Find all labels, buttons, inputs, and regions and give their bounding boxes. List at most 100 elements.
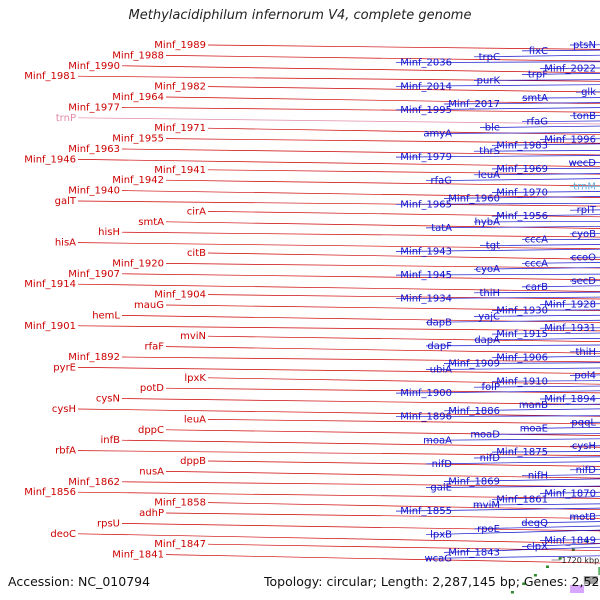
right-label-leader <box>443 408 600 412</box>
right-gene-label: pqqL <box>571 418 596 429</box>
left-label-leader <box>207 44 600 50</box>
left-gene-label: mauG <box>134 300 164 311</box>
left-label-leader <box>77 75 600 82</box>
right-gene-label: Minf_1896 <box>400 412 452 423</box>
left-label-leader <box>207 86 600 93</box>
right-label-leader <box>395 202 600 205</box>
left-label-leader <box>165 554 600 564</box>
right-label-leader <box>479 125 600 128</box>
left-gene-label: hisH <box>98 227 120 238</box>
left-label-leader <box>77 450 600 457</box>
left-gene-label: Minf_1892 <box>68 352 120 363</box>
left-label-leader <box>121 148 600 156</box>
right-label-leader <box>473 385 600 388</box>
right-label-leader <box>479 244 600 246</box>
left-gene-label: Minf_1982 <box>154 82 206 93</box>
right-gene-label: lpxB <box>430 530 452 541</box>
right-gene-label: dapB <box>426 317 452 328</box>
left-label-leader <box>77 159 600 168</box>
right-gene-label: Minf_1886 <box>448 406 500 417</box>
right-label-leader <box>521 474 600 477</box>
left-label-leader <box>165 512 600 519</box>
left-label-leader <box>165 387 600 394</box>
left-label-leader <box>121 523 600 532</box>
right-gene-label: nifD <box>480 453 501 464</box>
right-label-leader <box>425 132 600 134</box>
left-gene-label: rpsU <box>97 518 120 529</box>
left-label-leader <box>77 325 600 332</box>
right-label-leader <box>473 314 600 317</box>
right-label-leader <box>425 438 600 441</box>
gc-content-dot <box>510 591 514 594</box>
right-label-leader <box>491 214 600 217</box>
right-gene-label: Minf_1943 <box>400 247 452 258</box>
right-gene-label: Minf_1970 <box>496 188 548 199</box>
left-gene-label: Minf_1977 <box>68 102 120 113</box>
right-gene-label: Minf_1869 <box>448 477 500 488</box>
forward-cog-block <box>570 585 585 593</box>
left-gene-label: Minf_1990 <box>68 61 120 72</box>
right-gene-label: carB <box>525 282 548 293</box>
right-label-leader <box>473 338 600 341</box>
right-label-leader <box>473 173 600 176</box>
right-label-leader <box>425 529 600 536</box>
kbp-label: 1720 kbp <box>562 556 600 565</box>
right-label-leader <box>539 491 600 494</box>
right-gene-label: Minf_1855 <box>400 506 452 517</box>
left-label-leader <box>121 439 600 448</box>
right-gene-label: Minf_1979 <box>400 152 452 163</box>
right-gene-label: Minf_1930 <box>496 306 548 317</box>
right-gene-label: trnM <box>573 182 596 193</box>
left-label-leader <box>165 471 600 479</box>
left-gene-label: lpxK <box>184 373 206 384</box>
right-gene-label: Minf_1843 <box>448 547 500 558</box>
right-gene-label: nifH <box>528 471 548 482</box>
left-label-leader <box>77 408 600 417</box>
left-gene-label: infB <box>101 435 121 446</box>
left-label-leader <box>165 179 600 187</box>
right-gene-label: rfaG <box>526 117 548 128</box>
left-gene-label: Minf_1946 <box>24 154 76 165</box>
right-gene-label: Minf_2014 <box>400 81 452 92</box>
right-gene-label: ccoO <box>571 252 596 263</box>
right-label-leader <box>521 543 600 547</box>
right-label-leader <box>491 451 600 453</box>
left-gene-label: Minf_1856 <box>24 487 76 498</box>
left-gene-label: Minf_1942 <box>112 175 164 186</box>
right-gene-label: rpoE <box>477 524 500 535</box>
right-gene-label: Minf_2017 <box>448 99 500 110</box>
left-gene-label: dppC <box>138 425 164 436</box>
right-gene-label: wecD <box>568 158 596 169</box>
right-label-leader <box>425 344 600 347</box>
left-label-leader <box>121 315 600 323</box>
right-gene-label: Minf_1969 <box>496 164 548 175</box>
right-gene-label: Minf_1960 <box>448 193 500 204</box>
right-gene-label: degQ <box>521 518 548 529</box>
left-gene-label: galT <box>55 196 77 207</box>
left-gene-label: smtA <box>138 217 164 228</box>
left-label-leader <box>207 502 600 511</box>
forward-cog-block <box>583 576 598 584</box>
left-gene-label: hisA <box>55 238 76 249</box>
right-gene-label: nifD <box>576 465 597 476</box>
right-label-leader <box>473 525 600 530</box>
left-label-leader <box>207 127 600 135</box>
left-gene-label: Minf_1904 <box>154 290 206 301</box>
left-gene-label: citB <box>187 248 206 259</box>
right-label-leader <box>473 291 600 294</box>
left-gene-label: Minf_1847 <box>154 539 206 550</box>
right-gene-label: moaE <box>520 424 548 435</box>
left-label-leader <box>121 231 600 238</box>
left-gene-label: cirA <box>187 206 206 217</box>
left-gene-label: nusA <box>139 466 164 477</box>
right-gene-label: Minf_1945 <box>400 270 452 281</box>
left-label-leader <box>207 460 600 467</box>
gc-content-dot <box>533 574 537 577</box>
right-label-leader <box>491 355 600 359</box>
right-label-leader <box>491 167 600 170</box>
right-gene-label: folP <box>482 382 500 393</box>
left-label-leader <box>77 242 600 250</box>
right-gene-label: tatA <box>431 223 452 234</box>
right-gene-label: cysH <box>572 441 596 452</box>
